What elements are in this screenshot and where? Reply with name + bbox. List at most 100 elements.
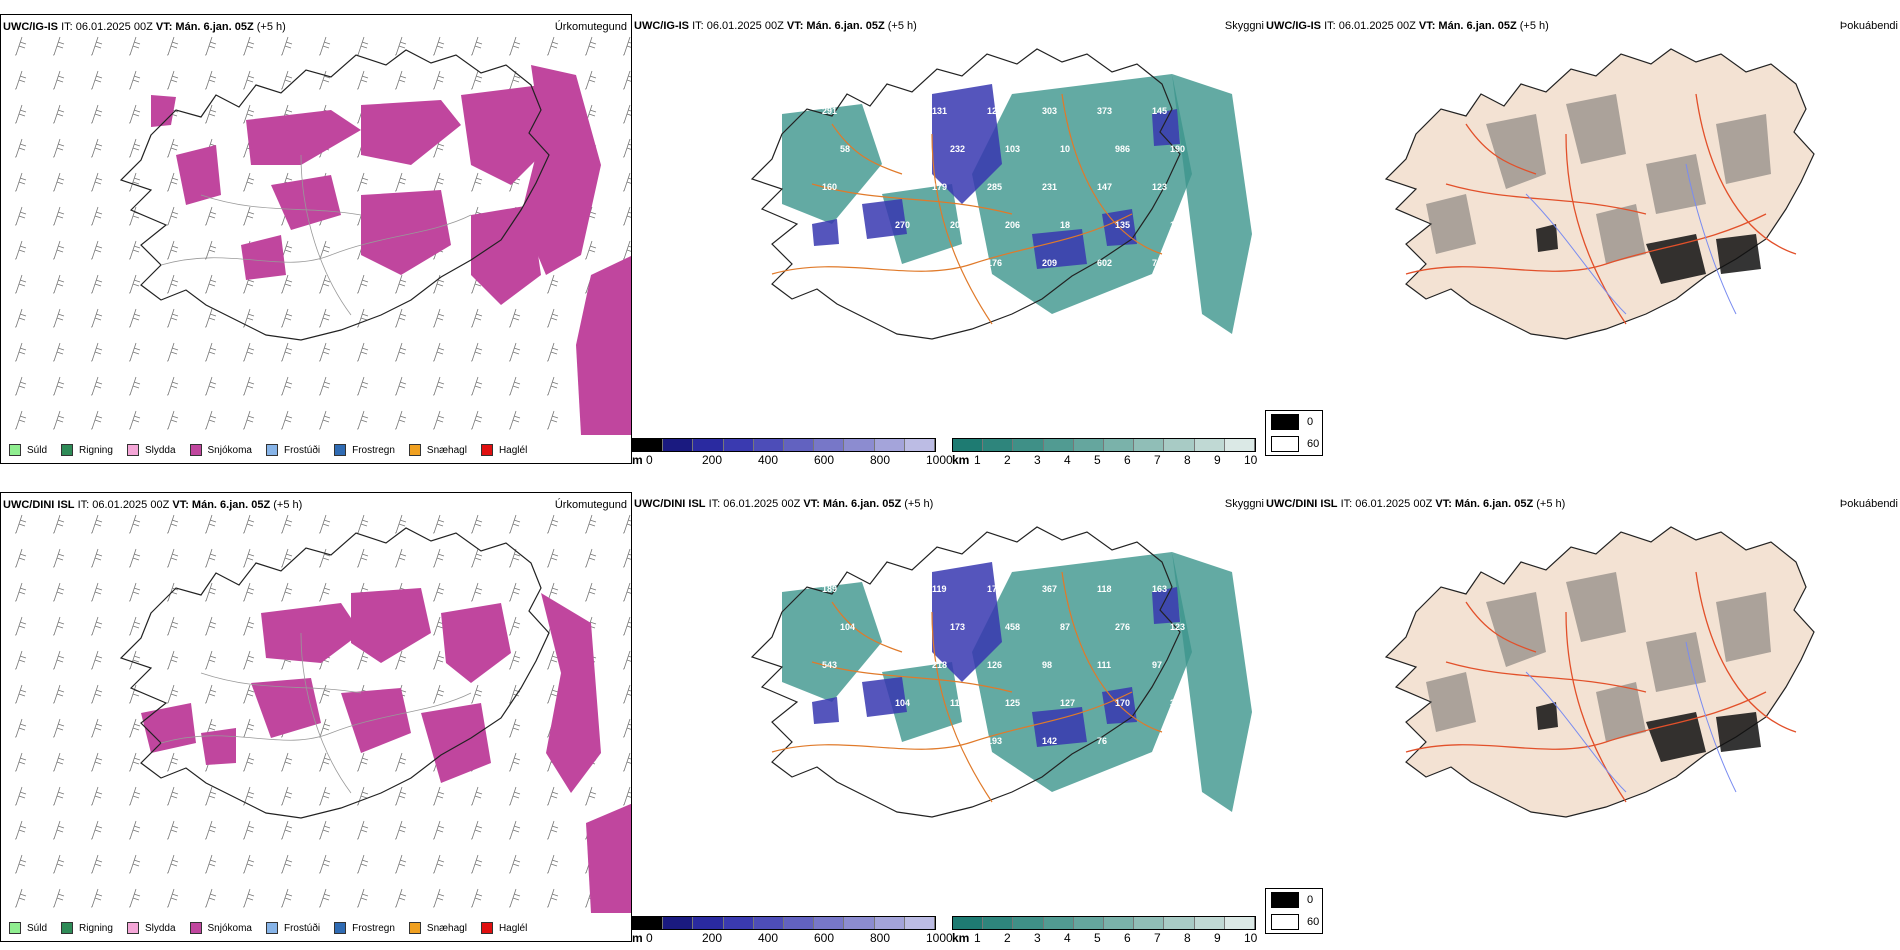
precip-type-legend: Súld Rigning Slydda Snjókoma Frostúði Frostre… [1,437,533,463]
colorbar-tick: 9 [1214,453,1221,464]
coastline [750,48,1181,340]
legend-swatch [189,444,202,456]
land-area [1384,526,1815,818]
height-label: 330 [877,106,892,116]
legend-item: Frostúði [265,444,321,456]
height-label: 232 [950,144,965,154]
precip-type-map-panel[interactable]: UWC/DINI ISL IT: 06.01.2025 00Z VT: Mán.… [0,492,632,942]
legend-item: Haglél [480,922,527,934]
rivers [1525,641,1737,793]
height-label: 231 [840,698,855,708]
colorbar-tick: 400 [758,453,779,464]
height-label: 218 [932,660,947,670]
legend-label: Slydda [144,922,176,934]
height-label: 111 [1097,660,1111,670]
visibility-cloud-map-panel[interactable]: UWC/IG-IS IT: 06.01.2025 00Z VT: Mán. 6.… [632,14,1264,464]
parameter-name: Skyggni [1224,20,1264,32]
cloud-base-colorbar: m 0 200 400 600 800 1000 [632,438,953,464]
legend-item: Súld [9,922,47,934]
height-label: 125 [1005,698,1020,708]
legend-swatch [9,922,21,934]
init-time: IT: 06.01.2025 00Z [692,20,784,32]
panel-title: UWC/IG-IS IT: 06.01.2025 00Z VT: Mán. 6.… [1266,20,1549,32]
roads [771,93,1163,325]
colorbar-tick: 4 [1064,453,1071,464]
parameter-name: Þokuábendi [1839,20,1898,32]
colorbar-tick: 200 [702,453,723,464]
height-label: 270 [895,220,910,230]
legend-item: Slydda [126,922,176,934]
colorbar-tick: 1 [974,931,981,942]
height-label: 986 [1115,144,1130,154]
valid-time-label: VT: [1435,498,1452,510]
legend-label: Rigning [79,444,113,456]
colorbar-unit: km [952,453,970,464]
fog-legend-item: 0 [1266,411,1322,433]
height-label: 104 [840,622,855,632]
legend-label: Súld [27,444,48,456]
panel-title: UWC/IG-IS IT: 06.01.2025 00Z VT: Mán. 6.… [3,21,286,33]
fog-dense-areas [1536,224,1761,284]
fog-index-map-panel[interactable]: UWC/IG-IS IT: 06.01.2025 00Z VT: Mán. 6.… [1264,14,1900,464]
cloud-base-areas [812,562,1180,747]
legend-item: Frostregn [334,922,395,934]
colorbar-tick: 1000 [926,931,953,942]
rivers [1525,163,1737,315]
legend-swatch [61,922,74,934]
fog-legend-swatch [1271,414,1299,430]
legend-item: Rigning [61,444,113,456]
height-label: 123 [987,106,1002,116]
colorbar-tick: 4 [1064,931,1071,942]
model-name: UWC/IG-IS [634,20,689,32]
parameter-name: Þokuábendi [1839,498,1898,510]
fog-index-map-panel[interactable]: UWC/DINI ISL IT: 06.01.2025 00Z VT: Mán.… [1264,492,1900,942]
colorbar-tick: 10 [1244,453,1258,464]
precip-type-legend: Súld Rigning Slydda Snjókoma Frostúði Frostre… [1,915,533,941]
height-label: 369 [895,622,910,632]
colorbar-tick: 7 [1154,931,1161,942]
height-label: 303 [1042,106,1057,116]
roads [160,154,472,316]
legend-swatch [265,444,278,456]
cloud-base-areas [812,84,1180,269]
legend-swatch [61,444,74,456]
fog-legend-swatch [1271,914,1299,930]
legend-swatch [408,444,421,456]
visibility-cloud-map-panel[interactable]: UWC/DINI ISL IT: 06.01.2025 00Z VT: Mán.… [632,492,1264,942]
precip-type-map-panel[interactable]: UWC/IG-IS IT: 06.01.2025 00Z VT: Mán. 6.… [0,14,632,464]
lead-time: (+5 h) [904,498,934,510]
colorbar-tick: 2 [1004,931,1011,942]
height-label: 123 [1152,182,1167,192]
valid-time: Mán. 6.jan. 05Z [1454,498,1534,510]
colorbar-tick: 2 [1004,453,1011,464]
valid-time: Mán. 6.jan. 05Z [191,499,271,511]
height-label: 382 [1170,698,1185,708]
height-label: 173 [950,622,965,632]
height-label: 135 [1115,220,1130,230]
legend-swatch [408,922,421,934]
height-label: 97 [1152,660,1162,670]
valid-time-label: VT: [155,21,173,33]
colorbar-tick: 600 [814,931,835,942]
legend-swatch [334,444,347,456]
height-label: 117 [950,698,965,708]
legend-swatch [126,922,139,934]
panel-title: UWC/DINI ISL IT: 06.01.2025 00Z VT: Mán.… [3,499,302,511]
height-label: 126 [987,660,1002,670]
lead-time: (+5 h) [1536,498,1566,510]
height-label: 57 [822,736,832,746]
legend-label: Frostúði [283,444,321,456]
colorbar-tick: 3 [1034,931,1041,942]
height-label: 142 [1042,736,1057,746]
model-name: UWC/DINI ISL [634,498,706,510]
colorbar-tick: 800 [870,931,891,942]
height-label: 134 [932,258,947,268]
lead-time: (+5 h) [273,499,303,511]
colorbar-tick: 8 [1184,453,1191,464]
legend-item: Snjókoma [189,444,252,456]
fog-legend-item: 60 [1266,433,1322,455]
legend-item: Haglél [480,444,527,456]
colorbar-tick: 8 [1184,931,1191,942]
fog-index-legend: 0 60 [1265,888,1323,934]
height-label: 189 [895,144,910,154]
